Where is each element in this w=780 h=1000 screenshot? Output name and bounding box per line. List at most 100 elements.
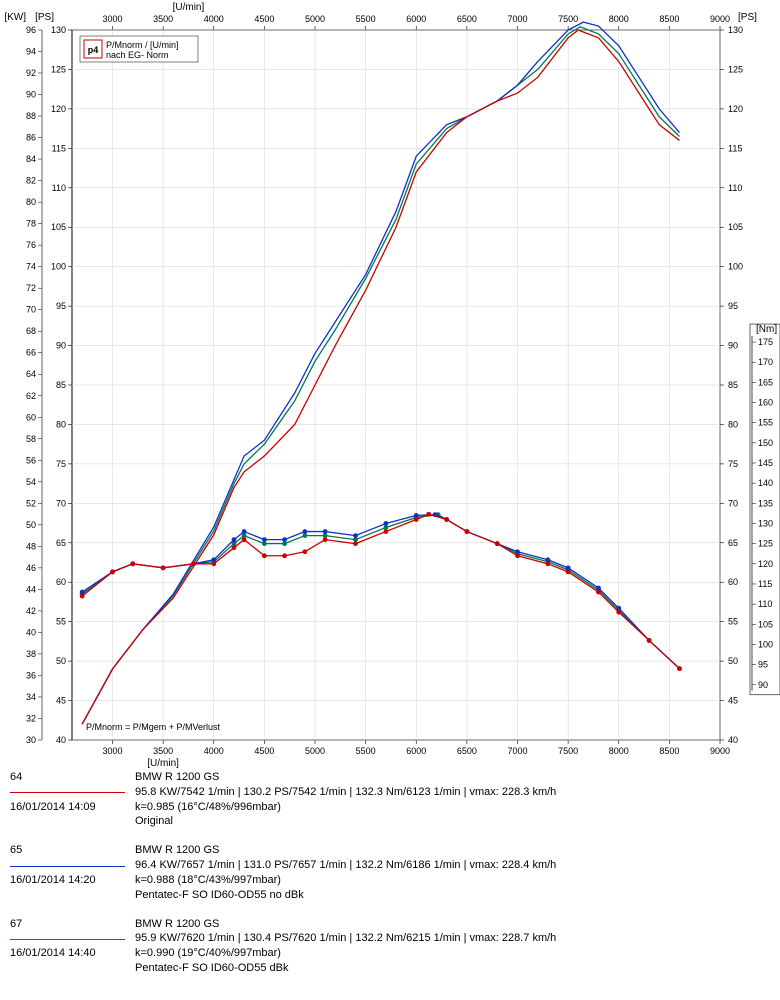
svg-text:140: 140 [758, 478, 773, 488]
svg-text:90: 90 [728, 341, 738, 351]
dyno-chart: 3000300035003500400040004500450050005000… [0, 0, 780, 770]
svg-text:120: 120 [51, 104, 66, 114]
svg-text:5000: 5000 [305, 14, 325, 24]
svg-text:P/Mnorm = P/Mgem + P/MVerlust: P/Mnorm = P/Mgem + P/MVerlust [86, 722, 221, 732]
svg-text:80: 80 [728, 419, 738, 429]
svg-text:9000: 9000 [710, 746, 730, 756]
run-note: Original [135, 814, 755, 829]
svg-text:32: 32 [26, 713, 36, 723]
run-note: Pentatec-F SO ID60-OD55 dBk [135, 961, 755, 976]
svg-text:4500: 4500 [254, 746, 274, 756]
svg-text:30: 30 [26, 735, 36, 745]
svg-text:95: 95 [728, 301, 738, 311]
run-note: Pentatec-F SO ID60-OD55 no dBk [135, 888, 755, 903]
svg-text:[PS]: [PS] [35, 12, 54, 23]
svg-text:6000: 6000 [406, 746, 426, 756]
svg-text:155: 155 [758, 418, 773, 428]
svg-text:60: 60 [26, 412, 36, 422]
svg-text:6500: 6500 [457, 746, 477, 756]
svg-text:92: 92 [26, 68, 36, 78]
run-id: 65 [10, 843, 135, 873]
svg-text:[PS]: [PS] [738, 12, 757, 23]
svg-text:80: 80 [26, 197, 36, 207]
svg-text:72: 72 [26, 283, 36, 293]
svg-text:8000: 8000 [609, 746, 629, 756]
svg-text:9000: 9000 [710, 14, 730, 24]
run-stats: 95.9 KW/7620 1/min | 130.4 PS/7620 1/min… [135, 931, 755, 946]
svg-text:90: 90 [56, 341, 66, 351]
run-stats: 95.8 KW/7542 1/min | 130.2 PS/7542 1/min… [135, 785, 755, 800]
svg-text:3500: 3500 [153, 14, 173, 24]
svg-text:60: 60 [728, 577, 738, 587]
svg-text:48: 48 [26, 541, 36, 551]
svg-text:55: 55 [728, 617, 738, 627]
svg-text:85: 85 [56, 380, 66, 390]
svg-text:76: 76 [26, 240, 36, 250]
svg-text:70: 70 [728, 498, 738, 508]
svg-text:4000: 4000 [204, 746, 224, 756]
run-id: 67 [10, 917, 135, 947]
svg-text:120: 120 [728, 104, 743, 114]
svg-text:90: 90 [758, 680, 768, 690]
svg-text:100: 100 [51, 262, 66, 272]
svg-text:96: 96 [26, 25, 36, 35]
svg-text:65: 65 [56, 538, 66, 548]
svg-text:50: 50 [26, 520, 36, 530]
svg-text:80: 80 [56, 419, 66, 429]
run-id: 64 [10, 770, 135, 800]
svg-text:5500: 5500 [356, 14, 376, 24]
svg-text:55: 55 [56, 617, 66, 627]
svg-text:P/Mnorm / [U/min]: P/Mnorm / [U/min] [106, 40, 179, 50]
svg-text:125: 125 [51, 64, 66, 74]
svg-text:56: 56 [26, 455, 36, 465]
svg-text:54: 54 [26, 477, 36, 487]
run-correction: k=0.988 (18°C/43%/997mbar) [135, 873, 755, 888]
svg-text:75: 75 [728, 459, 738, 469]
run-summary: 64 16/01/2014 14:09BMW R 1200 GS95.8 KW/… [10, 770, 770, 829]
svg-text:125: 125 [758, 539, 773, 549]
svg-text:110: 110 [728, 183, 742, 193]
svg-text:130: 130 [51, 25, 66, 35]
svg-text:[Nm]: [Nm] [756, 324, 777, 335]
svg-text:46: 46 [26, 563, 36, 573]
svg-text:94: 94 [26, 47, 36, 57]
svg-text:110: 110 [52, 183, 66, 193]
run-summary: 65 16/01/2014 14:20BMW R 1200 GS96.4 KW/… [10, 843, 770, 902]
svg-text:145: 145 [758, 458, 773, 468]
svg-text:70: 70 [56, 498, 66, 508]
svg-text:68: 68 [26, 326, 36, 336]
svg-text:60: 60 [56, 577, 66, 587]
svg-text:150: 150 [758, 438, 773, 448]
svg-text:8500: 8500 [659, 14, 679, 24]
svg-text:175: 175 [758, 337, 773, 347]
svg-text:7000: 7000 [507, 14, 527, 24]
svg-text:105: 105 [728, 222, 743, 232]
svg-text:p4: p4 [88, 45, 99, 55]
svg-text:3000: 3000 [102, 746, 122, 756]
svg-text:3500: 3500 [153, 746, 173, 756]
svg-text:40: 40 [56, 735, 66, 745]
svg-text:36: 36 [26, 670, 36, 680]
svg-text:44: 44 [26, 584, 36, 594]
svg-text:75: 75 [56, 459, 66, 469]
svg-text:78: 78 [26, 219, 36, 229]
svg-text:6000: 6000 [406, 14, 426, 24]
svg-text:62: 62 [26, 391, 36, 401]
svg-text:130: 130 [728, 25, 743, 35]
svg-text:3000: 3000 [102, 14, 122, 24]
svg-text:[U/min]: [U/min] [173, 2, 205, 13]
svg-text:165: 165 [758, 377, 773, 387]
svg-text:45: 45 [56, 696, 66, 706]
run-model: BMW R 1200 GS [135, 770, 755, 785]
svg-text:95: 95 [758, 660, 768, 670]
svg-text:84: 84 [26, 154, 36, 164]
run-summary: 67 16/01/2014 14:40BMW R 1200 GS95.9 KW/… [10, 917, 770, 976]
svg-text:125: 125 [728, 64, 743, 74]
svg-text:8000: 8000 [609, 14, 629, 24]
run-timestamp: 16/01/2014 14:40 [10, 946, 135, 961]
svg-text:100: 100 [728, 262, 743, 272]
svg-text:50: 50 [56, 656, 66, 666]
svg-text:115: 115 [728, 143, 742, 153]
svg-text:90: 90 [26, 90, 36, 100]
svg-text:120: 120 [758, 559, 773, 569]
